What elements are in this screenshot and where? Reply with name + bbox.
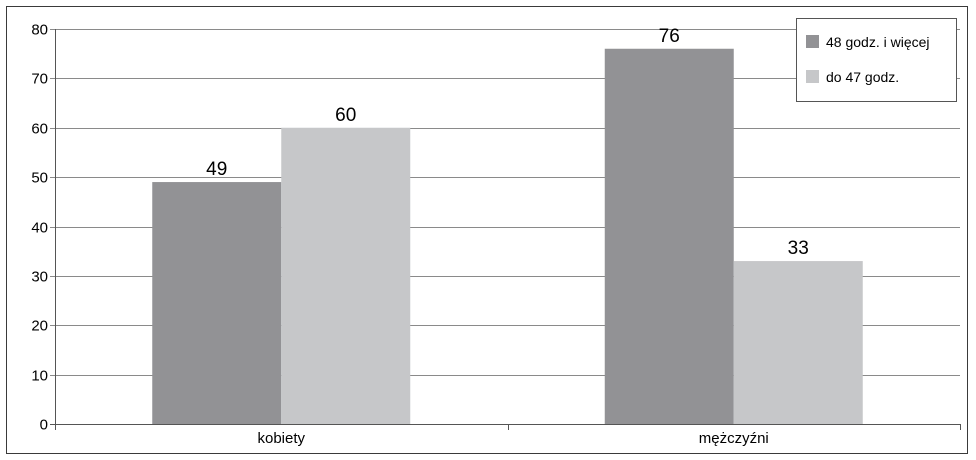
legend-label: do 47 godz. <box>826 69 899 85</box>
y-tick-label: 50 <box>31 170 48 187</box>
legend-label: 48 godz. i więcej <box>826 34 930 50</box>
bars: 49 60 76 33 <box>152 26 863 424</box>
data-label: 33 <box>788 238 809 259</box>
bar <box>281 127 411 424</box>
legend-swatch <box>806 70 819 83</box>
x-axis: kobiety mężczyźni <box>55 424 961 447</box>
x-tick-label: mężczyźni <box>699 430 769 447</box>
bar <box>604 48 734 424</box>
y-tick-label: 30 <box>31 269 48 286</box>
y-axis: 0 10 20 30 40 50 60 70 80 <box>31 22 56 434</box>
data-label: 76 <box>659 26 680 47</box>
data-label: 49 <box>206 159 227 180</box>
y-tick-label: 60 <box>31 121 48 138</box>
y-tick-label: 10 <box>31 368 48 385</box>
legend-box <box>796 18 957 102</box>
data-label: 60 <box>335 105 356 126</box>
legend: 48 godz. i więcej do 47 godz. <box>796 18 957 102</box>
y-tick-label: 0 <box>40 417 48 434</box>
bar <box>733 261 863 424</box>
legend-swatch <box>806 35 819 48</box>
y-tick-label: 40 <box>31 220 48 237</box>
y-tick-label: 70 <box>31 71 48 88</box>
bar <box>152 182 282 424</box>
y-tick-label: 20 <box>31 318 48 335</box>
y-tick-label: 80 <box>31 22 48 39</box>
x-tick-label: kobiety <box>257 430 305 447</box>
